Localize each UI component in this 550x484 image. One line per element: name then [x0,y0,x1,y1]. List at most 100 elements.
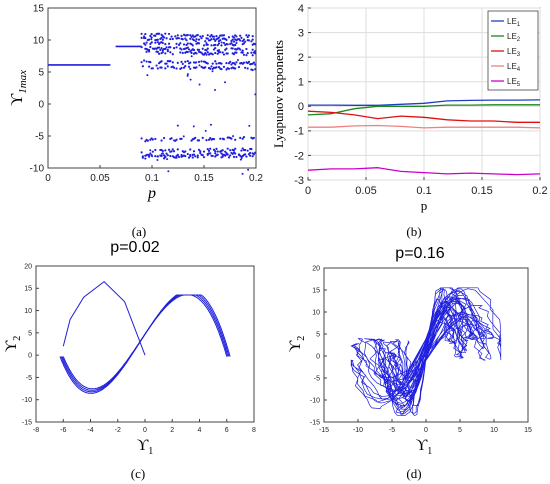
bifurcation-point [226,43,229,46]
x-tick-label: 5 [458,427,462,434]
bifurcation-point [167,32,171,36]
bifurcation-point [200,51,203,54]
panel-d-data [350,287,502,416]
panel-b-label: (b) [406,224,421,239]
bifurcation-point [180,34,183,37]
bifurcation-point [230,63,233,66]
bifurcation-point [210,38,213,41]
bifurcation-point [229,149,232,152]
bifurcation-point [181,38,184,41]
bifurcation-point [241,49,244,52]
bifurcation-point [227,156,231,159]
bifurcation-point [248,124,251,127]
bifurcation-point [166,65,169,68]
bifurcation-point [231,152,234,155]
bifurcation-point [171,61,174,64]
y-tick-label: 3 [298,27,304,39]
bifurcation-point [172,47,176,50]
bifurcation-point [147,155,151,158]
bifurcation-point [164,42,167,46]
bifurcation-point [251,38,254,41]
bifurcation-point [207,138,211,141]
bifurcation-point [165,37,168,40]
bifurcation-point [160,60,163,63]
bifurcation-point [212,37,216,41]
chaotic-trajectory [350,287,502,416]
bifurcation-point [161,149,164,153]
bifurcation-point [254,68,257,71]
x-tick-label: 0 [143,427,147,434]
panel-c-xlabel: ϒ1 [137,437,154,457]
bifurcation-point [179,42,182,45]
bifurcation-point [170,35,173,38]
bifurcation-point [214,155,217,158]
bifurcation-point [200,37,203,40]
bifurcation-point [192,153,196,156]
x-tick-label: 0.05 [355,185,376,197]
bifurcation-point [150,32,153,36]
bifurcation-point [232,40,236,43]
panel-a-ticks: 0 0.05 0.1 0.15 0.2 -10 -5 0 5 10 15 [30,4,264,185]
bifurcation-point [220,44,223,47]
bifurcation-point [216,52,219,55]
legend-entry: LE5 [507,77,521,88]
bifurcation-point [189,148,192,151]
bifurcation-point [247,39,251,42]
bifurcation-point [202,156,206,159]
bifurcation-point [186,33,189,37]
bifurcation-point [192,39,196,42]
bifurcation-point [206,34,209,37]
bifurcation-point [147,50,151,53]
bifurcation-point [206,47,209,50]
bifurcation-point [184,60,187,63]
x-tick-label: 0 [424,427,428,434]
bifurcation-point [232,149,236,152]
bifurcation-point [166,154,169,157]
bifurcation-point [227,67,231,70]
legend-entry: LE2 [507,32,521,43]
panel-c-title: p=0.02 [110,239,159,256]
bifurcation-point [187,48,191,51]
bifurcation-point [161,51,164,54]
panel-c-ticks: -8 -6 -4 -2 0 2 4 6 8 -15 -10 -5 0 5 10 15 20 [22,263,256,434]
bifurcation-point [219,51,222,54]
x-tick-label: 0.1 [416,185,431,197]
bifurcation-point [180,155,183,158]
bifurcation-point [210,33,213,37]
bifurcation-point [206,148,209,151]
bifurcation-point [207,149,211,152]
x-tick-label: -4 [87,427,93,434]
bifurcation-point [160,152,163,155]
bifurcation-point [234,67,237,70]
bifurcation-point [190,51,193,55]
panel-b-ticks: 0 0.05 0.1 0.15 0.2 -3 -2 -1 0 1 2 3 4 [294,3,547,197]
bifurcation-point [173,139,176,142]
y-tick-label: 5 [316,331,320,338]
bifurcation-point [147,48,151,52]
bifurcation-point [244,40,247,43]
panel-a-ylabel: ϒ1max [7,70,29,106]
panel-c-axes-frame [35,265,255,423]
bifurcation-point [234,138,237,141]
bifurcation-point [195,61,198,64]
bifurcation-point [204,129,207,132]
bifurcation-point [161,38,164,41]
bifurcation-point [182,135,185,138]
bifurcation-point [202,150,206,153]
bifurcation-point [242,38,246,41]
x-tick-label: 2 [170,427,174,434]
bifurcation-point [212,138,216,141]
bifurcation-point [176,124,179,127]
bifurcation-point [254,43,257,46]
bifurcation-point [205,139,208,142]
bifurcation-point [234,147,237,150]
bifurcation-point [206,62,209,65]
bifurcation-point [147,65,151,68]
bifurcation-point [187,65,191,68]
bifurcation-point [201,136,204,139]
bifurcation-point [175,156,178,159]
bifurcation-point [244,66,247,69]
bifurcation-point [214,43,217,47]
bifurcation-point [165,62,168,65]
panel-b-xlabel: p [421,198,428,213]
